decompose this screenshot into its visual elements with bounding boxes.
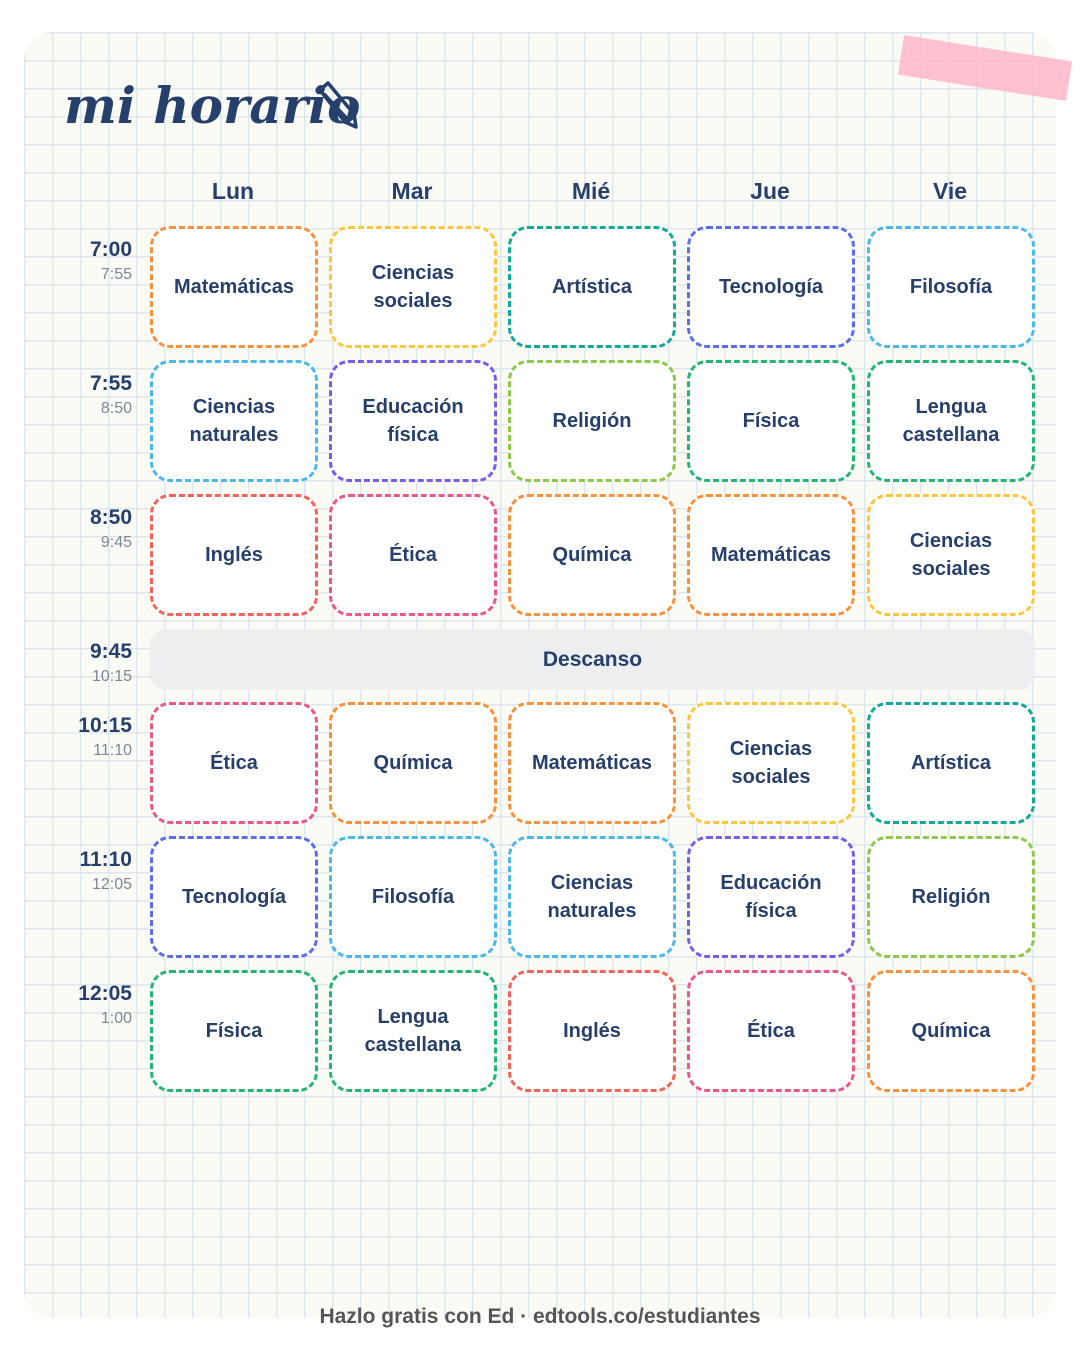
class-cell: Lengua castellana: [329, 970, 497, 1092]
class-cell: Física: [687, 360, 855, 482]
class-cell: Matemáticas: [508, 702, 676, 824]
time-start: 12:05: [78, 982, 132, 1005]
break-bar: Descanso: [150, 629, 1035, 690]
time-start: 9:45: [89, 640, 132, 663]
time-start: 8:50: [89, 506, 132, 529]
day-header: Lun: [211, 178, 255, 204]
class-cell: Ética: [329, 494, 497, 616]
class-cell: Inglés: [508, 970, 676, 1092]
time-start: 11:10: [79, 848, 132, 871]
time-end: 11:10: [93, 742, 132, 759]
time-start: 7:55: [89, 372, 132, 395]
class-cell: Ciencias sociales: [867, 494, 1035, 616]
time-end: 12:05: [91, 876, 132, 893]
class-cell: Artística: [867, 702, 1035, 824]
time-end: 9:45: [100, 534, 132, 551]
class-cell: Ética: [150, 702, 318, 824]
footer: Hazlo gratis con Ed · edtools.co/estudia…: [319, 1305, 761, 1328]
day-header: Mié: [571, 178, 611, 204]
class-cell: Ciencias sociales: [329, 226, 497, 348]
time-start: 7:00: [89, 238, 132, 261]
class-cell: Ciencias naturales: [508, 836, 676, 958]
class-cell: Ciencias naturales: [150, 360, 318, 482]
pencil-icon: [318, 81, 358, 129]
time-end: 10:15: [91, 668, 132, 685]
class-cell: Lengua castellana: [867, 360, 1035, 482]
day-header: Vie: [932, 178, 968, 204]
class-cell: Religión: [867, 836, 1035, 958]
class-cell: Matemáticas: [150, 226, 318, 348]
time-end: 1:00: [100, 1010, 132, 1027]
class-cell: Religión: [508, 360, 676, 482]
class-cell: Matemáticas: [687, 494, 855, 616]
day-header: Mar: [391, 178, 433, 204]
class-cell: Química: [867, 970, 1035, 1092]
class-cell: Tecnología: [687, 226, 855, 348]
class-cell: Química: [329, 702, 497, 824]
day-header: Jue: [750, 178, 790, 204]
class-cell: Educación física: [329, 360, 497, 482]
class-cell: Química: [508, 494, 676, 616]
title: mi horario: [64, 76, 361, 135]
class-cell: Inglés: [150, 494, 318, 616]
class-cell: Artística: [508, 226, 676, 348]
class-cell: Ética: [687, 970, 855, 1092]
class-cell: Filosofía: [329, 836, 497, 958]
time-end: 8:50: [100, 400, 132, 417]
class-cell: Tecnología: [150, 836, 318, 958]
class-cell: Ciencias sociales: [687, 702, 855, 824]
class-cell: Física: [150, 970, 318, 1092]
class-cell: Filosofía: [867, 226, 1035, 348]
time-end: 7:55: [100, 266, 132, 283]
class-cell: Educación física: [687, 836, 855, 958]
time-start: 10:15: [78, 714, 132, 737]
